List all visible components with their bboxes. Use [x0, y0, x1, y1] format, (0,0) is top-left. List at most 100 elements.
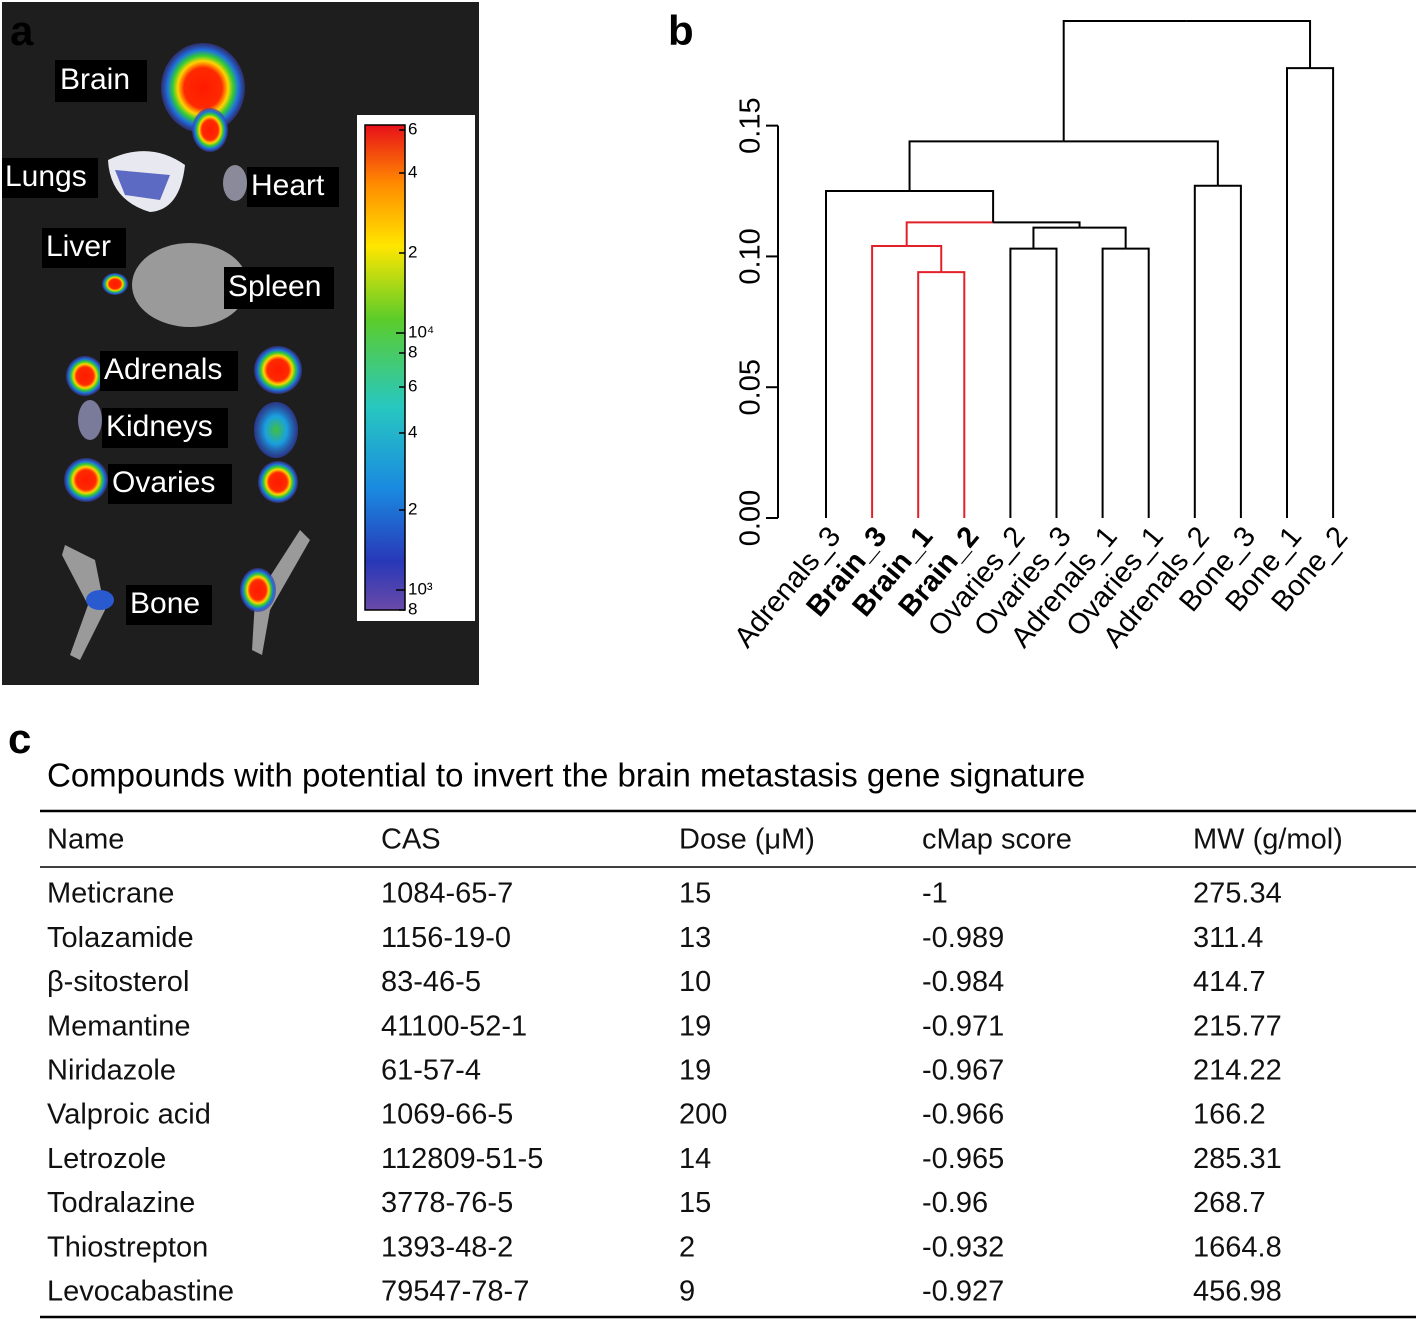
colorbar-label: 2	[408, 499, 417, 518]
label-box	[247, 167, 339, 207]
organ-label: Adrenals	[104, 353, 222, 386]
column-header: Name	[47, 824, 124, 856]
colorbar-label: 4	[408, 162, 417, 181]
organ-tissue	[62, 545, 105, 660]
table-cell: 3778-76-5	[381, 1187, 513, 1219]
dendrogram-branch	[1193, 184, 1218, 518]
table-cell: 112809-51-5	[381, 1143, 543, 1175]
label-box	[126, 585, 212, 625]
panel-b: Adrenals_3Brain_3Brain_1Brain_2Ovaries_2…	[728, 20, 1354, 654]
dendrogram-branch	[909, 190, 995, 223]
dendrogram-branch	[941, 271, 966, 518]
table-cell: Thiostrepton	[47, 1231, 208, 1263]
table-cell: Niridazole	[47, 1054, 176, 1086]
table-cell: 456.98	[1193, 1275, 1282, 1307]
signal	[86, 590, 114, 610]
dendrogram-branch	[917, 271, 942, 518]
colorbar-label: 6	[408, 119, 417, 138]
dendrogram-branch	[1101, 247, 1126, 518]
colorbar-label: 4	[408, 422, 417, 441]
label-box	[2, 158, 98, 198]
table-cell: 275.34	[1193, 878, 1282, 910]
y-tick-label: 0.15	[735, 97, 767, 153]
table-cell: 9	[679, 1275, 695, 1307]
dendrogram-branch	[1125, 247, 1150, 518]
signal	[102, 273, 128, 295]
table-cell: Meticrane	[47, 878, 174, 910]
label-box	[108, 464, 232, 504]
dendrogram-branch	[905, 221, 994, 246]
organ-label: Ovaries	[112, 466, 215, 499]
panel-label: b	[668, 7, 694, 54]
label-clip: Spleen	[224, 267, 334, 309]
organ-tissue	[252, 530, 310, 655]
table-cell: 200	[679, 1099, 727, 1131]
table-cell: -0.96	[922, 1187, 988, 1219]
panel-label: c	[8, 715, 31, 762]
table-cell: -0.984	[922, 966, 1004, 998]
table-cell: 79547-78-7	[381, 1275, 529, 1307]
table-cell: 1069-66-5	[381, 1099, 513, 1131]
panel-label: a	[10, 7, 34, 54]
table-cell: -0.967	[922, 1054, 1004, 1086]
y-tick-label: 0.00	[735, 490, 767, 546]
column-header: Dose (μM)	[679, 824, 815, 856]
table-cell: 83-46-5	[381, 966, 481, 998]
table-cell: 19	[679, 1010, 711, 1042]
colorbar-label: 10³	[408, 579, 433, 598]
panel-c: Compounds with potential to invert the b…	[40, 757, 1416, 1319]
table-cell: Valproic acid	[47, 1099, 211, 1131]
table-cell: 285.31	[1193, 1143, 1282, 1175]
table-cell: -0.989	[922, 922, 1004, 954]
table-cell: 13	[679, 922, 711, 954]
table-cell: -0.932	[922, 1231, 1004, 1263]
table-cell: 15	[679, 878, 711, 910]
organ-label: Brain	[60, 63, 130, 96]
dendrogram-branch	[825, 190, 910, 518]
organ-label: Spleen	[228, 270, 321, 303]
table-cell: -0.927	[922, 1275, 1004, 1307]
y-tick-label: 0.10	[735, 228, 767, 284]
colorbar-label: 2	[408, 242, 417, 261]
table-cell: 41100-52-1	[381, 1010, 527, 1042]
table-cell: 10	[679, 966, 711, 998]
table-cell: 1156-19-0	[381, 922, 511, 954]
table-cell: Tolazamide	[47, 922, 194, 954]
table-cell: -0.971	[922, 1010, 1004, 1042]
dendrogram-branch	[1310, 67, 1335, 518]
table-cell: -0.965	[922, 1143, 1004, 1175]
column-header: MW (g/mol)	[1193, 824, 1343, 856]
organ-tissue	[223, 165, 247, 201]
label-box	[55, 60, 147, 102]
organ-tissue	[78, 400, 102, 440]
label-box	[100, 351, 238, 391]
organ-label: Liver	[46, 230, 111, 263]
column-header: cMap score	[922, 824, 1072, 856]
colorbar	[364, 124, 406, 611]
y-tick-label: 0.05	[735, 359, 767, 415]
signal	[66, 356, 104, 396]
table-cell: -1	[922, 878, 948, 910]
dendrogram-branch	[871, 244, 907, 518]
signal	[254, 402, 298, 458]
table-cell: 1393-48-2	[381, 1231, 513, 1263]
signal	[254, 346, 302, 394]
table-cell: 61-57-4	[381, 1054, 481, 1086]
signal	[240, 568, 276, 612]
signal	[115, 170, 170, 200]
table-cell: Levocabastine	[47, 1275, 234, 1307]
label-box	[102, 408, 228, 448]
organ-label: Heart	[251, 169, 325, 202]
table-cell: 15	[679, 1187, 711, 1219]
table-cell: 414.7	[1193, 966, 1266, 998]
dendrogram-branch	[1079, 226, 1127, 249]
table-cell: 215.77	[1193, 1010, 1282, 1042]
dendrogram-branch	[1186, 20, 1312, 69]
table-cell: 2	[679, 1231, 695, 1263]
organ-label: Bone	[130, 587, 200, 620]
table-cell: 268.7	[1193, 1187, 1266, 1219]
table-title: Compounds with potential to invert the b…	[47, 757, 1085, 794]
colorbar-label: 8	[408, 342, 417, 361]
organ-tissue	[132, 243, 248, 327]
